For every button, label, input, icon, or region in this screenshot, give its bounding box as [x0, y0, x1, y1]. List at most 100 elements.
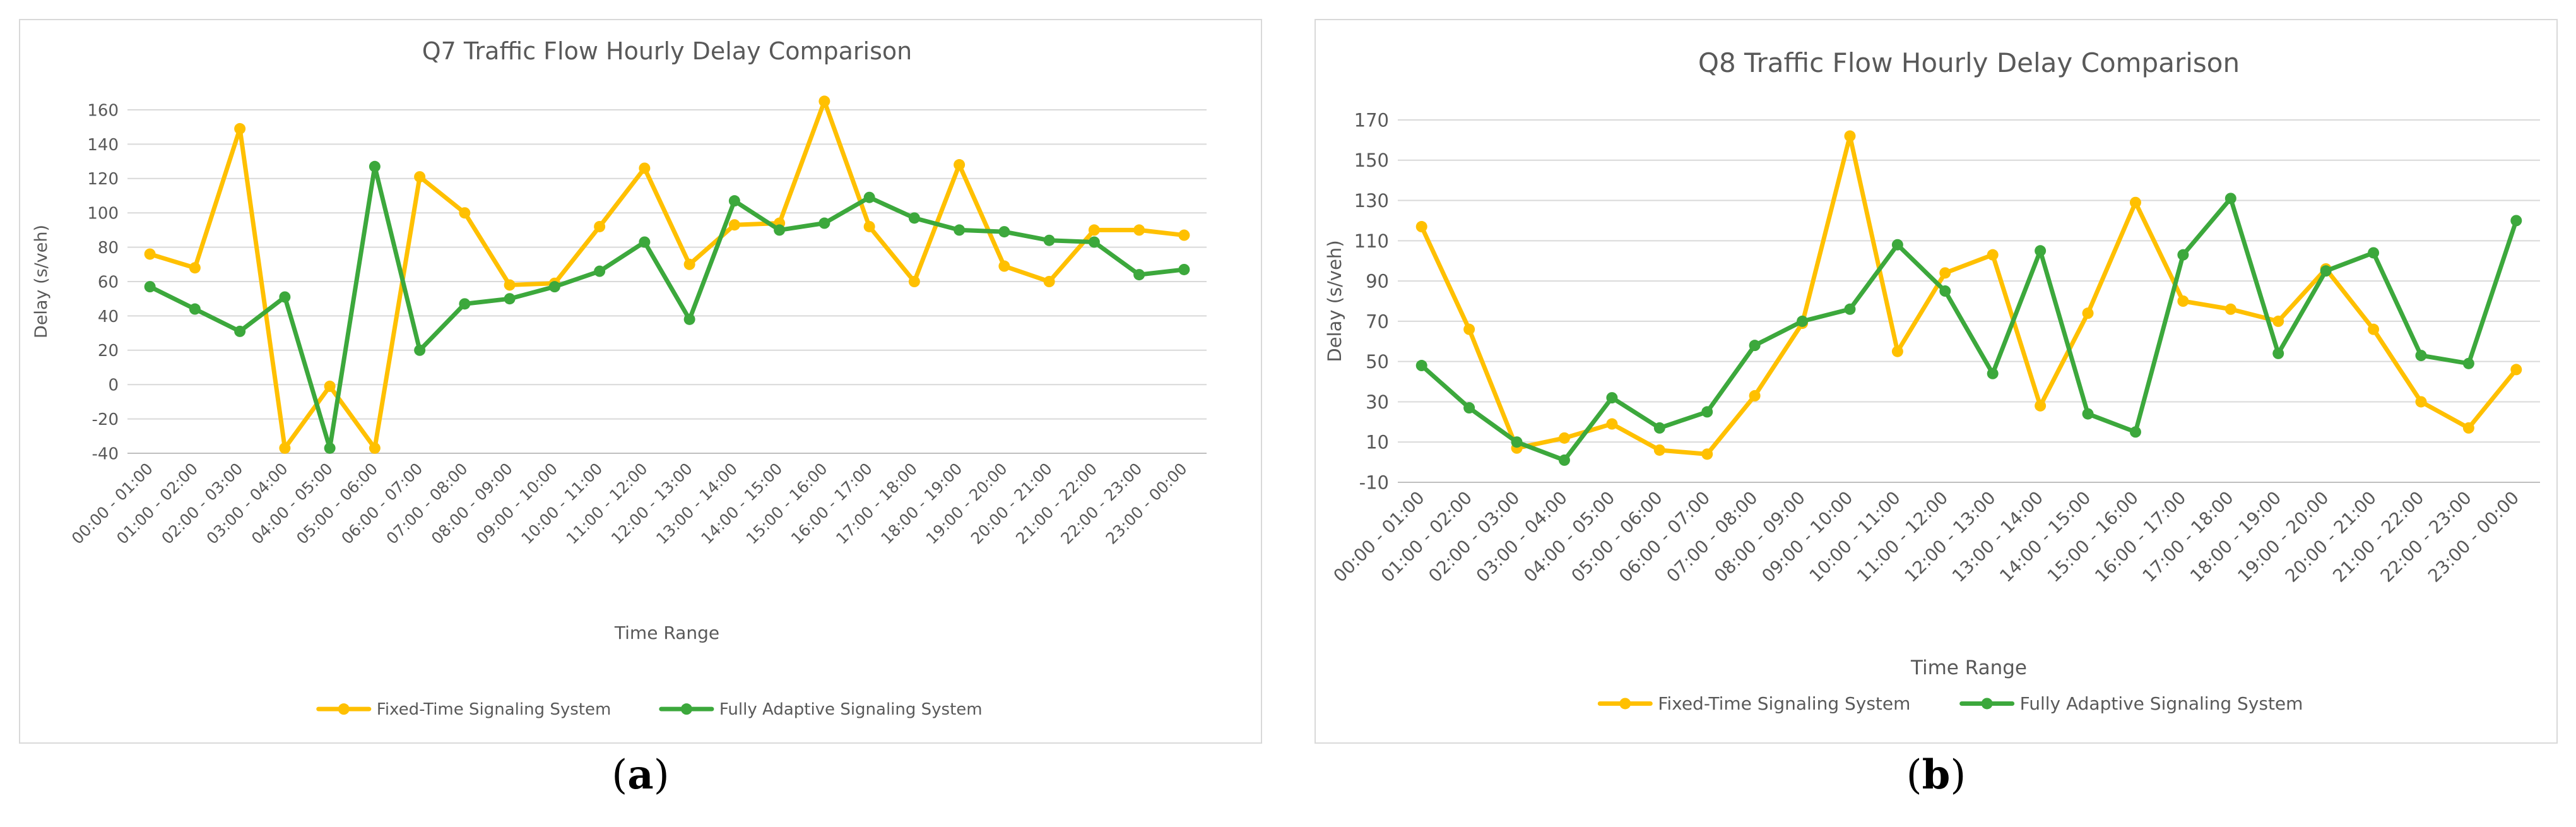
chart-panel-q8: Q8 Traffic Flow Hourly Delay Comparison -…	[1315, 19, 2558, 744]
q7-x-tick-label: 14:00 - 15:00	[697, 460, 786, 548]
q8-point-fixed-time	[2415, 396, 2427, 408]
q7-point-fully-adaptive	[1178, 263, 1190, 275]
q8-point-fixed-time	[1653, 444, 1665, 456]
q7-x-tick-label: 02:00 - 03:00	[158, 460, 246, 548]
q8-point-fixed-time	[2177, 295, 2189, 307]
q8-point-fixed-time	[1558, 432, 1570, 444]
q7-point-fixed-time	[594, 220, 606, 232]
q7-point-fully-adaptive	[279, 291, 291, 303]
q8-point-fixed-time	[1749, 390, 1761, 402]
q8-point-fixed-time	[1701, 448, 1713, 460]
q7-x-tick-label: 23:00 - 00:00	[1102, 460, 1191, 548]
q7-point-fully-adaptive	[548, 281, 560, 293]
q8-point-fixed-time	[1844, 130, 1856, 142]
caption-a-letter: a	[627, 751, 654, 799]
q7-point-fully-adaptive	[908, 212, 920, 224]
q7-legend-marker-fully-adaptive	[680, 703, 692, 715]
q7-point-fixed-time	[369, 442, 381, 454]
q8-legend-marker-fixed-time	[1619, 698, 1631, 710]
q7-legend-marker-fixed-time	[338, 703, 350, 715]
q7-x-tick-label: 15:00 - 16:00	[743, 460, 831, 548]
q7-point-fully-adaptive	[1043, 234, 1055, 246]
caption-b: (b)	[1873, 751, 1999, 799]
q8-y-tick-label: 10	[1366, 432, 1389, 453]
q8-legend-label-fixed-time: Fixed-Time Signaling System	[1658, 693, 1910, 714]
q8-point-fully-adaptive	[2035, 245, 2047, 257]
q7-x-tick-label: 17:00 - 18:00	[832, 460, 921, 548]
q8-point-fixed-time	[1939, 267, 1951, 279]
caption-b-close: )	[1950, 752, 1966, 799]
q8-y-tick-label: 70	[1366, 311, 1389, 332]
q7-point-fixed-time	[279, 442, 291, 454]
q8-point-fully-adaptive	[1558, 454, 1570, 466]
q8-point-fully-adaptive	[2368, 247, 2380, 259]
q7-point-fixed-time	[459, 207, 471, 219]
q8-point-fully-adaptive	[1415, 360, 1427, 372]
q7-legend-label-fully-adaptive: Fully Adaptive Signaling System	[719, 700, 983, 719]
q7-point-fixed-time	[908, 276, 920, 287]
q7-point-fixed-time	[954, 159, 966, 171]
q7-point-fixed-time	[1133, 224, 1145, 236]
q8-point-fully-adaptive	[1653, 422, 1665, 434]
q7-point-fixed-time	[639, 162, 651, 174]
q8-y-tick-label: 110	[1354, 230, 1389, 252]
q8-point-fully-adaptive	[1749, 340, 1761, 352]
q7-legend-entry-fixed-time: Fixed-Time Signaling System	[316, 700, 612, 719]
q7-legend-label-fixed-time: Fixed-Time Signaling System	[377, 700, 612, 719]
q7-point-fully-adaptive	[189, 303, 201, 315]
q7-y-tick-label: 0	[108, 376, 119, 395]
caption-b-letter: b	[1922, 751, 1951, 799]
q7-series-line-fixed-time	[148, 98, 1186, 451]
q7-y-tick-label: 100	[87, 205, 119, 223]
chart-q7: Q7 Traffic Flow Hourly Delay Comparison -…	[32, 37, 1207, 719]
q8-point-fixed-time	[2035, 400, 2047, 412]
chart-panel-q7: Q7 Traffic Flow Hourly Delay Comparison -…	[19, 19, 1262, 744]
q7-x-tick-label: 22:00 - 23:00	[1057, 460, 1145, 548]
q7-y-tick-label: 80	[98, 239, 119, 258]
q7-x-tick-label: 18:00 - 19:00	[877, 460, 966, 548]
q7-point-fixed-time	[144, 248, 156, 260]
q8-legend-marker-fully-adaptive	[1981, 698, 1993, 710]
q7-point-fully-adaptive	[683, 313, 695, 325]
q8-y-tick-label: 30	[1366, 391, 1389, 413]
caption-a-close: )	[653, 752, 670, 799]
q8-legend-entry-fully-adaptive: Fully Adaptive Signaling System	[1959, 693, 2303, 714]
q8-point-fixed-time	[1606, 418, 1618, 430]
q7-x-tick-label: 19:00 - 20:00	[923, 460, 1011, 548]
q7-legend-entry-fully-adaptive: Fully Adaptive Signaling System	[659, 700, 983, 719]
q7-y-tick-label: 20	[98, 342, 119, 360]
q8-point-fixed-time	[1415, 221, 1427, 233]
q7-point-fixed-time	[863, 220, 875, 232]
q7-y-tick-label: 60	[98, 273, 119, 292]
q8-y-tick-label: 50	[1366, 351, 1389, 372]
q8-point-fully-adaptive	[1844, 303, 1856, 315]
q8-series-line-fully-adaptive	[1419, 196, 2519, 463]
q7-point-fully-adaptive	[594, 265, 606, 277]
caption-b-open: (	[1906, 752, 1922, 799]
q7-chart-title: Q7 Traffic Flow Hourly Delay Comparison	[422, 37, 912, 65]
q7-point-fixed-time	[1043, 276, 1055, 287]
q7-x-tick-label: 16:00 - 17:00	[788, 460, 876, 548]
q7-point-fully-adaptive	[459, 298, 471, 310]
q7-point-fully-adaptive	[639, 236, 651, 248]
q7-point-fully-adaptive	[414, 344, 426, 356]
q7-point-fully-adaptive	[774, 224, 786, 236]
q7-point-fixed-time	[998, 260, 1010, 272]
q7-point-fixed-time	[1088, 224, 1100, 236]
q8-point-fixed-time	[2129, 196, 2141, 208]
q7-point-fully-adaptive	[1133, 269, 1145, 281]
q8-point-fully-adaptive	[2415, 350, 2427, 362]
q8-series-line-fixed-time	[1419, 134, 2519, 456]
q7-x-tick-label: 05:00 - 06:00	[293, 460, 381, 548]
q8-y-tick-label: 130	[1354, 190, 1389, 211]
q8-y-tick-label: 150	[1354, 150, 1389, 171]
q7-point-fully-adaptive	[504, 293, 516, 305]
q8-point-fully-adaptive	[2177, 249, 2189, 261]
q7-point-fixed-time	[683, 258, 695, 270]
q7-point-fixed-time	[728, 219, 740, 231]
q8-point-fully-adaptive	[1797, 315, 1809, 327]
q7-x-tick-label: 07:00 - 08:00	[383, 460, 471, 548]
q7-point-fixed-time	[504, 279, 516, 291]
q8-point-fully-adaptive	[2224, 193, 2236, 205]
q7-y-axis-label: Delay (s/veh)	[32, 225, 51, 338]
